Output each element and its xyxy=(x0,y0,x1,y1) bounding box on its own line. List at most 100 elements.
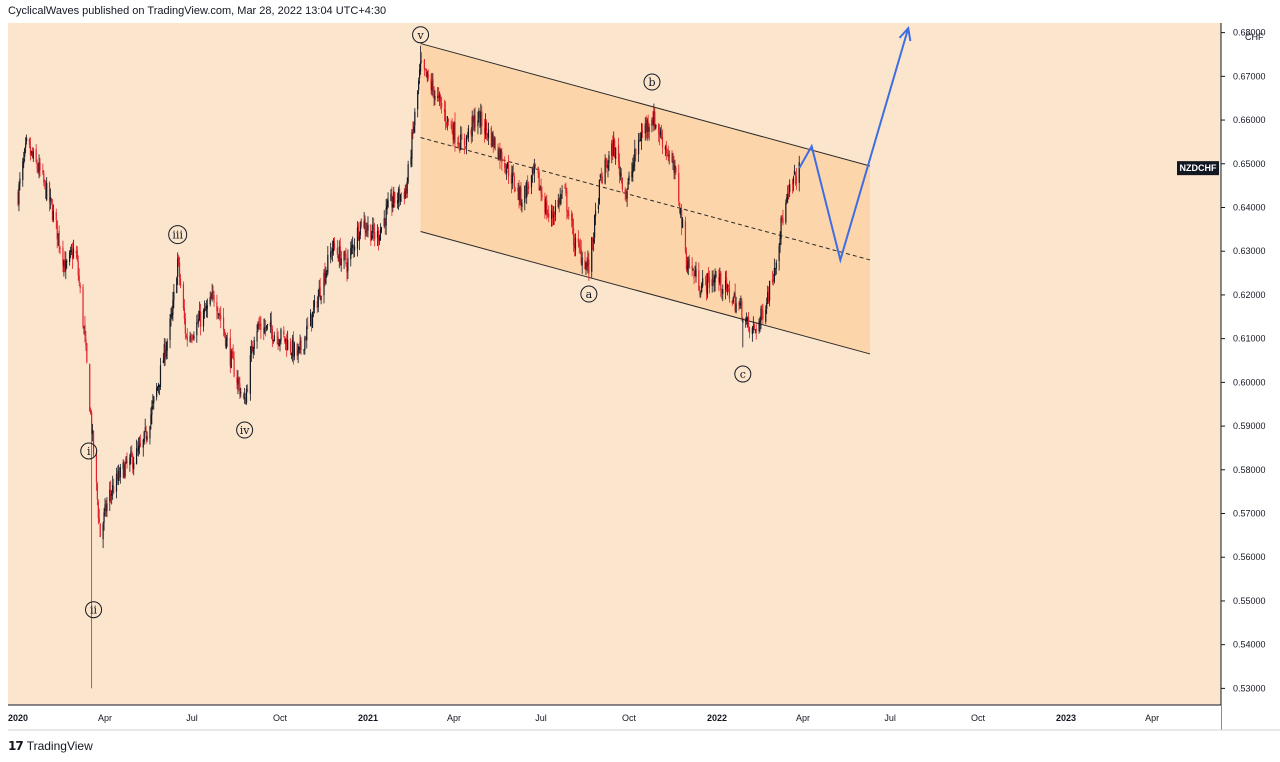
bull-candle xyxy=(135,439,138,465)
candle-body xyxy=(316,301,318,308)
bear-candle xyxy=(76,246,78,262)
candle-body xyxy=(567,210,569,217)
candle-body xyxy=(346,266,348,273)
candle-body xyxy=(681,209,683,228)
bear-candle xyxy=(514,186,516,192)
bull-candle xyxy=(237,370,239,395)
price-axis[interactable]: 0.53000 0.54000 0.55000 0.56000 0.57000 0.580… xyxy=(1177,23,1280,730)
bull-candle xyxy=(760,305,762,330)
bear-candle xyxy=(78,268,80,287)
candle-body xyxy=(220,314,222,320)
bear-candle xyxy=(748,326,751,339)
bull-candle xyxy=(390,188,392,202)
bear-candle xyxy=(28,137,31,149)
bull-candle xyxy=(533,158,535,183)
candle-body xyxy=(782,218,784,224)
bear-candle xyxy=(794,171,797,186)
bull-candle xyxy=(778,243,780,271)
bear-candle xyxy=(541,186,543,201)
candle-body xyxy=(546,200,548,216)
bear-candle xyxy=(186,328,188,347)
bull-candle xyxy=(393,186,395,208)
candle-body xyxy=(178,256,180,262)
bear-candle xyxy=(339,237,341,266)
bear-candle xyxy=(721,288,723,300)
bull-candle xyxy=(719,267,721,286)
bull-candle xyxy=(640,123,643,150)
candle-body xyxy=(304,337,306,350)
bull-candle xyxy=(170,307,172,327)
candle-body xyxy=(731,300,733,304)
candle-body xyxy=(204,305,207,311)
bear-candle xyxy=(486,132,489,141)
candle-body xyxy=(674,165,676,173)
candle-body xyxy=(46,183,48,200)
bull-candle xyxy=(244,387,246,404)
bear-candle xyxy=(666,148,668,157)
candle-body xyxy=(486,133,489,138)
candle-body xyxy=(313,300,316,308)
bull-candle xyxy=(739,298,741,309)
candle-body xyxy=(510,174,513,185)
candle-body xyxy=(506,169,508,174)
candle-body xyxy=(547,212,549,217)
candle-body xyxy=(225,337,228,348)
candle-body xyxy=(608,155,610,164)
bull-candle xyxy=(338,240,340,269)
bear-candle xyxy=(614,137,616,158)
candle-body xyxy=(742,320,744,323)
bull-candle xyxy=(648,123,650,141)
candle-body xyxy=(617,145,620,162)
candle-body xyxy=(300,340,302,350)
bear-candle xyxy=(400,192,403,203)
time-axis[interactable]: 2020 Apr Jul Oct 2021 Apr Jul Oct 2022 Apr Jul Oct 2… xyxy=(8,704,1280,731)
candle-body xyxy=(434,95,436,101)
bull-candle xyxy=(111,490,113,505)
candle-body xyxy=(179,278,182,286)
candle-body xyxy=(151,406,153,416)
bull-candle xyxy=(767,285,769,305)
candle-body xyxy=(157,386,159,391)
bear-candle xyxy=(89,363,91,412)
bear-candle xyxy=(528,181,530,195)
candle-body xyxy=(607,164,609,169)
bull-candle xyxy=(597,197,600,214)
candle-body xyxy=(386,205,388,210)
bear-candle xyxy=(185,333,187,339)
candle-body xyxy=(129,457,131,465)
bull-candle xyxy=(273,331,275,342)
candle-body xyxy=(465,135,468,146)
candle-body xyxy=(391,193,393,208)
candle-body xyxy=(594,210,597,217)
candle-body xyxy=(59,247,61,249)
bull-candle xyxy=(725,271,727,300)
candle-body xyxy=(199,311,201,321)
bull-candle xyxy=(473,108,475,132)
projection-arrowhead xyxy=(898,26,912,42)
candle-body xyxy=(591,237,593,272)
candle-body xyxy=(24,148,26,157)
wave-label-text: iv xyxy=(240,424,251,437)
tradingview-logo[interactable]: 17 TradingView xyxy=(8,739,93,753)
candle-body xyxy=(153,396,155,403)
candle-body xyxy=(106,503,108,511)
bull-candle xyxy=(72,239,75,260)
bull-candle xyxy=(574,233,577,257)
bull-candle xyxy=(249,345,251,401)
bear-candle xyxy=(527,175,529,196)
bull-candle xyxy=(531,166,534,183)
candle-body xyxy=(443,108,446,113)
candle-body xyxy=(357,226,360,240)
candle-body xyxy=(658,124,660,134)
candle-body xyxy=(441,102,443,108)
candle-body xyxy=(58,230,60,247)
candle-body xyxy=(628,175,630,181)
bull-candle xyxy=(637,132,640,163)
candle-body xyxy=(111,493,113,496)
candle-body xyxy=(223,329,226,336)
bull-candle xyxy=(467,124,469,142)
candle-body xyxy=(586,264,588,265)
candle-body xyxy=(165,349,167,357)
candle-body xyxy=(90,409,92,414)
